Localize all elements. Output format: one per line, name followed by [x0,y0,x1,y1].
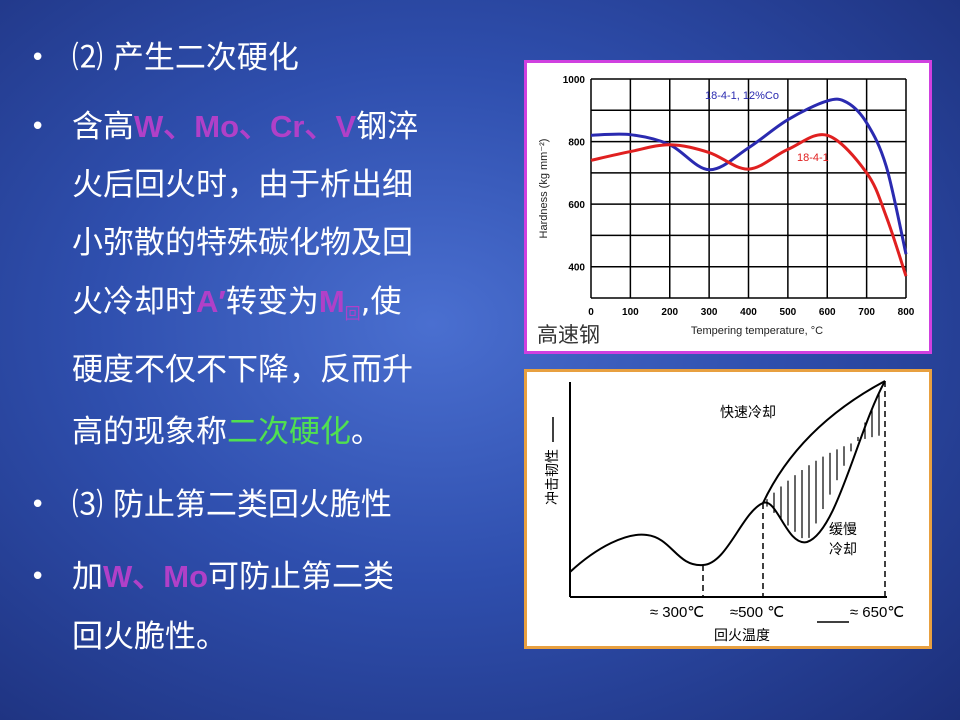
curve-main [569,502,764,573]
text-segment: ,使 [360,284,402,320]
text-segment: 硬度不仅不下降，反而升 [72,352,413,388]
x-axis-label: Tempering temperature, °C [691,325,823,337]
x-tick-label: 600 [819,307,836,318]
highlighted-text: W、Mo [103,559,209,594]
x-tick-label: 800 [898,307,915,318]
highlighted-text: 二次硬化 [227,414,351,450]
bullet-text-line: 含高W、Mo、Cr、V钢淬 [72,107,418,147]
series-label: 18-4-1, 12%Co [705,90,779,102]
bullet-text-line: 小弥散的特殊碳化物及回 [72,223,413,263]
x-tick-label: ≈ 650℃ [850,604,904,621]
bullet-text-line: 硬度不仅不下降，反而升 [72,350,413,390]
x-tick-label: 0 [588,307,594,318]
series-line [590,97,908,255]
highlighted-text: M [318,284,345,319]
x-tick-label: 100 [622,307,639,318]
text-segment: ⑶ 防止第二类回火脆性 [72,487,392,523]
y-axis-label: 冲击韧性 [544,449,560,505]
text-segment: 加 [72,559,103,595]
text-segment: 小弥散的特殊碳化物及回 [72,225,413,261]
bullet-text-line: 加W、Mo可防止第二类 [72,557,394,597]
text-segment: 转变为 [225,284,319,320]
x-tick-label: 700 [858,307,875,318]
hardness-chart-svg: 0 100 200 300 400 500 600 700 800 400 600 800 1000 Te… [537,75,915,347]
y-axis-label: Hardness (kg mm⁻²) [538,139,550,239]
text-segment: ⑵ 产生二次硬化 [72,40,299,76]
y-tick-label: 600 [568,200,585,211]
text-segment: 回火脆性。 [72,619,227,655]
x-axis-label: 回火温度 [714,627,770,643]
bullet-text-line: 高的现象称二次硬化。 [72,412,382,452]
bullet-icon: • [30,43,46,73]
bullet-text-line: 火后回火时，由于析出细 [72,165,413,205]
impact-toughness-chart: ≈ 300℃ ≈500 ℃ ≈ 650℃ 回火温度 冲击韧性 快速冷却缓慢冷却 [524,369,932,649]
text-segment: 。 [351,414,382,450]
text-segment: 火冷却时 [72,284,196,320]
highlighted-text: 回 [344,304,361,324]
highlighted-text: A′ [196,284,226,319]
y-tick-label: 800 [568,138,585,149]
bullet-icon: • [30,112,46,142]
chart-caption: 高速钢 [537,324,600,347]
x-tick-label: ≈500 ℃ [730,604,784,621]
annotation-slow: 缓慢 [829,521,857,537]
text-segment: 钢淬 [356,109,419,145]
bullet-text-line: 回火脆性。 [72,617,227,657]
text-segment: 火后回火时，由于析出细 [72,167,413,203]
x-tick-label: 200 [661,307,678,318]
x-tick-label: 300 [701,307,718,318]
text-segment: 含高 [72,109,134,145]
bullet-icon: • [30,562,46,592]
annotation-fast-cooling: 快速冷却 [720,404,776,420]
bullet-text-line: 火冷却时A′转变为M回,使 [72,282,402,334]
series-line [590,133,908,277]
series-label: 18-4-1 [797,152,829,164]
text-segment: 可防止第二类 [208,559,395,595]
y-tick-label: 1000 [563,75,586,86]
y-tick-label: 400 [568,263,585,274]
x-tick-label: ≈ 300℃ [650,604,704,621]
annotation-cooling: 冷却 [829,541,857,557]
bullet-text-line: ⑵ 产生二次硬化 [72,38,299,78]
hardness-chart: 0 100 200 300 400 500 600 700 800 400 600 800 1000 Te… [524,60,932,354]
highlighted-text: W、Mo、Cr、V [134,109,357,144]
text-segment: 高的现象称 [72,414,227,450]
bullet-icon: • [30,490,46,520]
curve-slow-cooling [762,380,886,544]
x-tick-label: 400 [740,307,757,318]
curve-fast-cooling [762,380,886,504]
x-tick-label: 500 [780,307,797,318]
bullet-text-line: ⑶ 防止第二类回火脆性 [72,485,392,525]
